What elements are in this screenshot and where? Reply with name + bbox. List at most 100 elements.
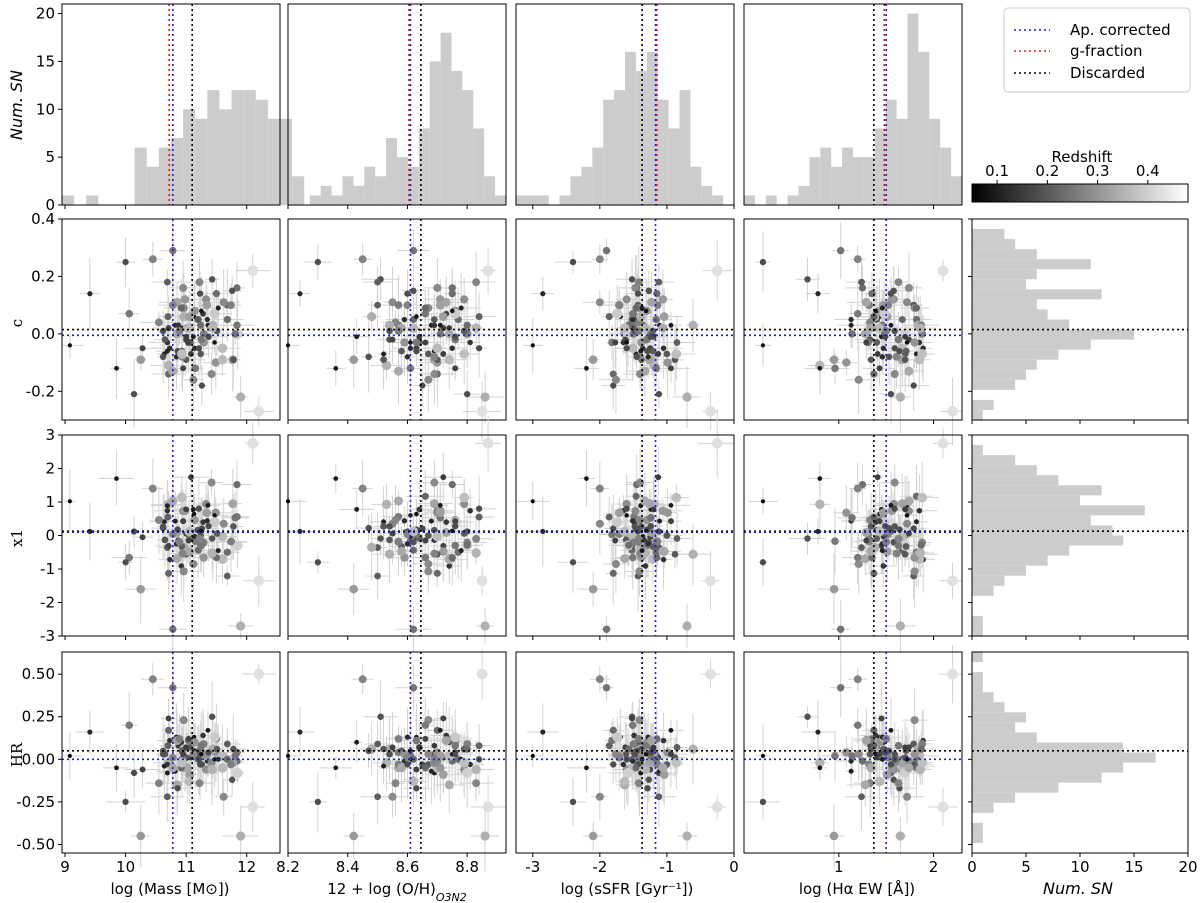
hist-bar	[972, 249, 1037, 260]
sn-point	[169, 625, 177, 634]
sn-point	[177, 757, 187, 768]
sn-point	[917, 541, 925, 549]
sn-point	[829, 355, 839, 364]
sn-point	[448, 553, 456, 562]
sn-point	[631, 507, 640, 516]
scatter-panel-x1-oh	[285, 415, 507, 652]
hist-bar	[701, 185, 713, 205]
sn-point	[431, 526, 438, 534]
sn-point	[888, 322, 894, 328]
sn-point	[436, 330, 445, 338]
sn-point	[671, 550, 679, 558]
sn-point	[624, 340, 629, 345]
hist-bar	[885, 99, 897, 205]
sn-point	[894, 779, 903, 788]
sn-point	[136, 831, 146, 841]
hist-bar	[972, 585, 994, 596]
sn-point	[640, 764, 651, 775]
hist-bar	[581, 166, 593, 205]
sn-point	[219, 298, 228, 307]
sn-point	[462, 767, 473, 779]
y-tick-label: 0.4	[31, 210, 55, 228]
hist-panel-2	[515, 3, 735, 209]
xlabel-ssfr: log (sSFR [Gyr⁻¹])	[561, 880, 694, 898]
y-tick-label: 10	[36, 100, 55, 118]
sn-point	[217, 354, 228, 365]
sn-point	[853, 721, 862, 730]
sn-point	[114, 765, 119, 771]
sn-point	[910, 750, 919, 759]
sn-point	[139, 345, 146, 352]
sn-point	[404, 290, 411, 297]
sn-point	[386, 327, 393, 335]
sn-point	[894, 741, 903, 750]
sn-point	[842, 508, 851, 517]
y-tick-label: 3	[45, 426, 55, 444]
sn-point	[873, 339, 881, 346]
sn-point	[659, 770, 669, 780]
sn-point	[817, 476, 823, 481]
sn-point	[231, 752, 239, 760]
sn-point	[396, 546, 406, 556]
sn-point	[400, 338, 409, 347]
sn-point	[404, 734, 411, 740]
sn-point	[634, 290, 642, 297]
hist-bar	[874, 128, 886, 205]
hist-bar	[646, 51, 658, 205]
scatter-panel-x1-ssfr	[515, 408, 735, 649]
sn-point	[297, 291, 303, 297]
colorbar-gradient	[971, 183, 1189, 203]
sn-point	[164, 513, 172, 521]
sn-point	[888, 502, 894, 508]
sn-point	[879, 354, 886, 360]
sn-point	[476, 406, 488, 417]
sn-point	[148, 675, 157, 684]
hist-panel-0: 0 5 10 15 20	[36, 3, 305, 214]
hist-bar	[972, 239, 1016, 250]
sn-point	[232, 540, 243, 551]
sn-point	[628, 309, 637, 318]
sn-point	[394, 537, 403, 546]
sn-point	[947, 668, 958, 680]
sn-point	[640, 496, 650, 506]
sn-point	[652, 364, 660, 373]
sn-point	[628, 721, 637, 730]
sn-point	[374, 572, 381, 580]
sn-point	[414, 511, 419, 517]
sn-point	[460, 295, 469, 304]
sn-point	[885, 353, 893, 361]
sn-point	[653, 290, 661, 298]
hist-bar	[603, 99, 615, 205]
sn-point	[917, 745, 925, 753]
sn-point	[177, 304, 185, 312]
sn-point	[398, 347, 405, 355]
sn-point	[231, 514, 239, 522]
sn-point	[876, 518, 883, 525]
hist-bar	[331, 195, 343, 205]
sn-point	[414, 314, 419, 319]
sn-point	[760, 499, 766, 504]
sn-point	[448, 480, 456, 489]
sn-point	[377, 535, 384, 542]
sn-point	[635, 567, 644, 576]
hist-bar	[972, 752, 1156, 763]
sn-point	[904, 513, 910, 518]
sn-point	[658, 295, 668, 304]
sn-point	[421, 553, 430, 562]
sn-point	[223, 740, 231, 748]
sn-point	[866, 763, 876, 773]
sn-point	[164, 503, 170, 509]
sn-point	[673, 339, 681, 346]
sn-point	[215, 548, 221, 554]
sn-point	[446, 325, 453, 331]
sn-point	[904, 283, 913, 292]
sn-point	[628, 276, 636, 283]
sn-point	[605, 742, 613, 750]
sn-point	[917, 492, 928, 503]
sn-point	[629, 740, 638, 748]
sn-point	[595, 255, 604, 264]
sn-point	[711, 438, 723, 449]
y-tick-label: -3	[40, 627, 55, 645]
sn-point	[879, 548, 885, 554]
sn-point	[476, 575, 488, 587]
